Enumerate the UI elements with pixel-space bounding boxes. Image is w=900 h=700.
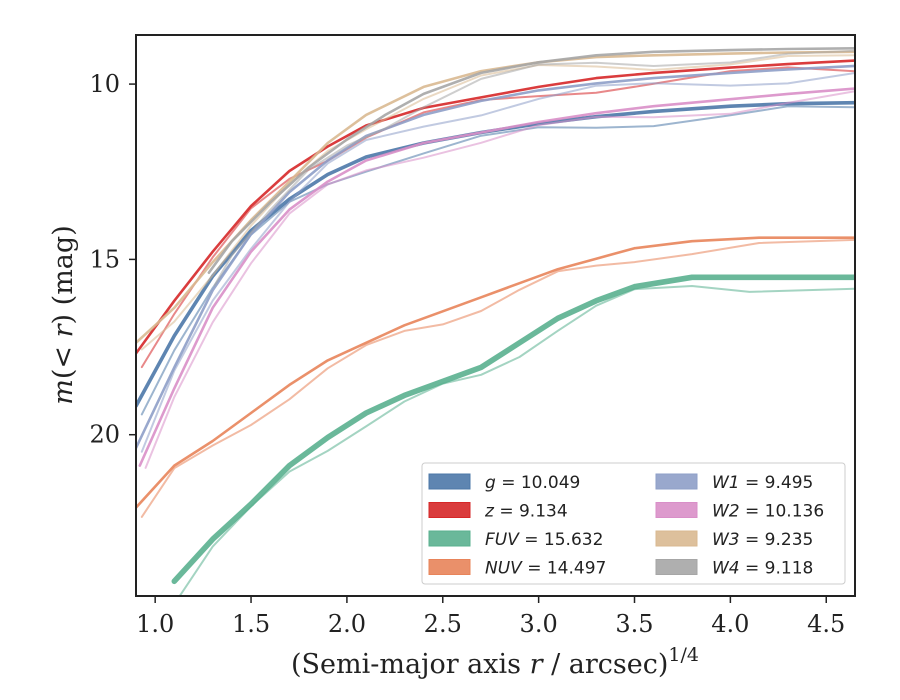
- legend-swatch: [428, 559, 471, 575]
- legend-label: W4 = 9.118: [712, 559, 813, 579]
- y-tick-label: 20: [89, 421, 120, 449]
- legend-swatch: [655, 502, 698, 518]
- series-line-nuv: [140, 238, 855, 518]
- y-tick-label: 10: [89, 70, 120, 98]
- y-axis-ticks: 10 15 20: [89, 70, 136, 449]
- series-line-w2: [138, 87, 855, 467]
- x-tick-label: 1.5: [232, 610, 270, 638]
- x-tick-label: 1.0: [136, 610, 174, 638]
- series-line-fuv: [179, 285, 855, 596]
- x-axis-ticks: 1.0 1.5 2.0 2.5 3.0 3.5 4.0 4.5: [136, 596, 845, 638]
- x-axis-label: (Semi-major axis r / arcsec)1/4: [291, 644, 699, 680]
- x-tick-label: 3.5: [615, 610, 653, 638]
- legend-label: FUV = 15.632: [485, 530, 603, 550]
- series-line-w4: [207, 46, 855, 275]
- series-line-w2: [144, 90, 855, 469]
- x-tick-label: 3.0: [520, 610, 558, 638]
- legend-label: g = 10.049: [485, 473, 580, 493]
- legend-label: W1 = 9.495: [712, 473, 813, 493]
- x-tick-label: 4.5: [807, 610, 845, 638]
- y-tick-label: 15: [89, 245, 120, 273]
- series-line-w4: [213, 49, 855, 287]
- x-tick-label: 4.0: [711, 610, 749, 638]
- series-line-nuv: [136, 236, 855, 509]
- series-line-w1: [140, 72, 855, 453]
- legend-label: W3 = 9.235: [712, 530, 813, 550]
- x-tick-label: 2.5: [424, 610, 462, 638]
- series-line-w1: [136, 64, 855, 450]
- legend-label: W2 = 10.136: [712, 502, 824, 522]
- series-line-g: [140, 105, 855, 416]
- legend: g = 10.049 z = 9.134 FUV = 15.632 NUV = 14.…: [421, 462, 846, 585]
- y-axis-label: m(< r) (mag): [48, 225, 79, 404]
- series-line-w3: [140, 54, 855, 351]
- series-layer: [136, 46, 855, 596]
- legend-swatch: [655, 530, 698, 547]
- legend-box: [421, 462, 846, 585]
- legend-swatch: [428, 502, 471, 518]
- plot-frame: [135, 34, 856, 597]
- legend-label: NUV = 14.497: [485, 559, 606, 579]
- legend-label: z = 9.134: [484, 502, 568, 522]
- legend-swatch: [655, 559, 698, 575]
- legend-swatch: [428, 473, 471, 490]
- series-line-fuv: [171, 274, 855, 585]
- legend-swatch: [428, 530, 471, 547]
- legend-swatch: [655, 473, 698, 490]
- x-tick-label: 2.0: [328, 610, 366, 638]
